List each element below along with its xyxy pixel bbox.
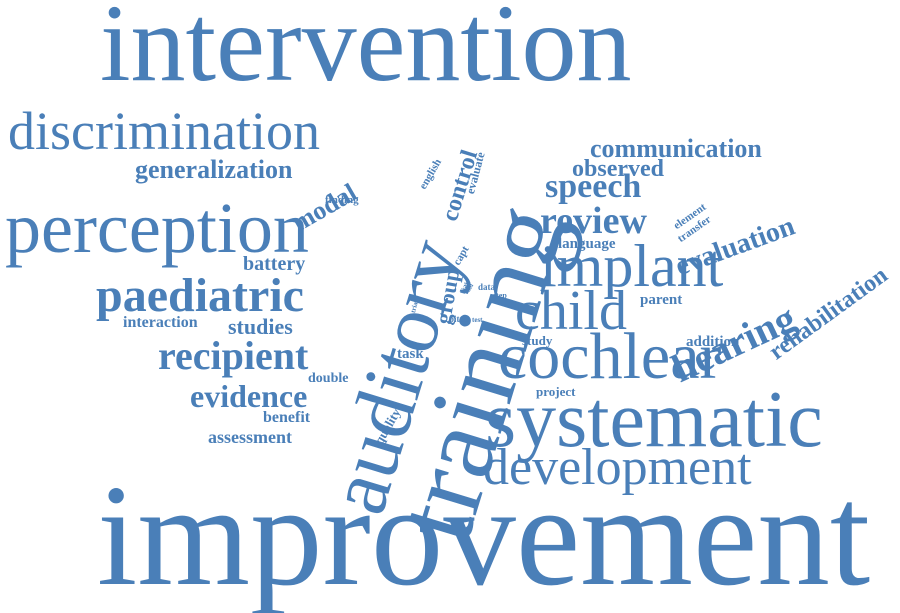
word-development: development xyxy=(483,439,752,496)
word-intervention: intervention xyxy=(100,0,632,104)
word-test: test xyxy=(472,316,483,324)
word-paediatric: paediatric xyxy=(96,269,304,322)
word-communication: communication xyxy=(590,134,762,163)
word-addition: addition xyxy=(686,334,740,350)
word-speech: speech xyxy=(545,168,642,205)
word-generalization: generalization xyxy=(135,155,293,184)
word-study: study xyxy=(522,333,553,348)
word-interaction: interaction xyxy=(123,314,198,331)
word-task: task xyxy=(397,346,424,362)
word-studies: studies xyxy=(228,314,293,339)
word-benefit: benefit xyxy=(263,409,311,426)
word-perception: perception xyxy=(5,188,309,268)
word-double: double xyxy=(308,371,349,386)
word-parent: parent xyxy=(640,292,683,308)
word-implant: implant xyxy=(540,233,724,299)
word-english: english xyxy=(417,156,445,192)
word-review: review xyxy=(540,200,647,242)
word-recipient: recipient xyxy=(158,333,309,378)
word-evidence: evidence xyxy=(190,378,308,414)
word-child: child xyxy=(515,280,627,342)
word-battery: battery xyxy=(243,253,306,275)
word-systematic: systematic xyxy=(485,376,823,464)
word-language: language xyxy=(558,236,616,252)
word-project: project xyxy=(536,384,576,399)
word-cochlear: cochlear xyxy=(498,320,722,393)
word-assessment: assessment xyxy=(208,427,292,447)
word-finding: finding xyxy=(325,194,359,206)
word-improvement: improvement xyxy=(97,456,871,613)
word-pitch: pitch xyxy=(449,314,469,324)
word-observed: observed xyxy=(572,156,664,182)
word-discrimination: discrimination xyxy=(8,101,320,161)
word-step: step xyxy=(493,291,507,300)
word-data: data xyxy=(478,282,496,292)
